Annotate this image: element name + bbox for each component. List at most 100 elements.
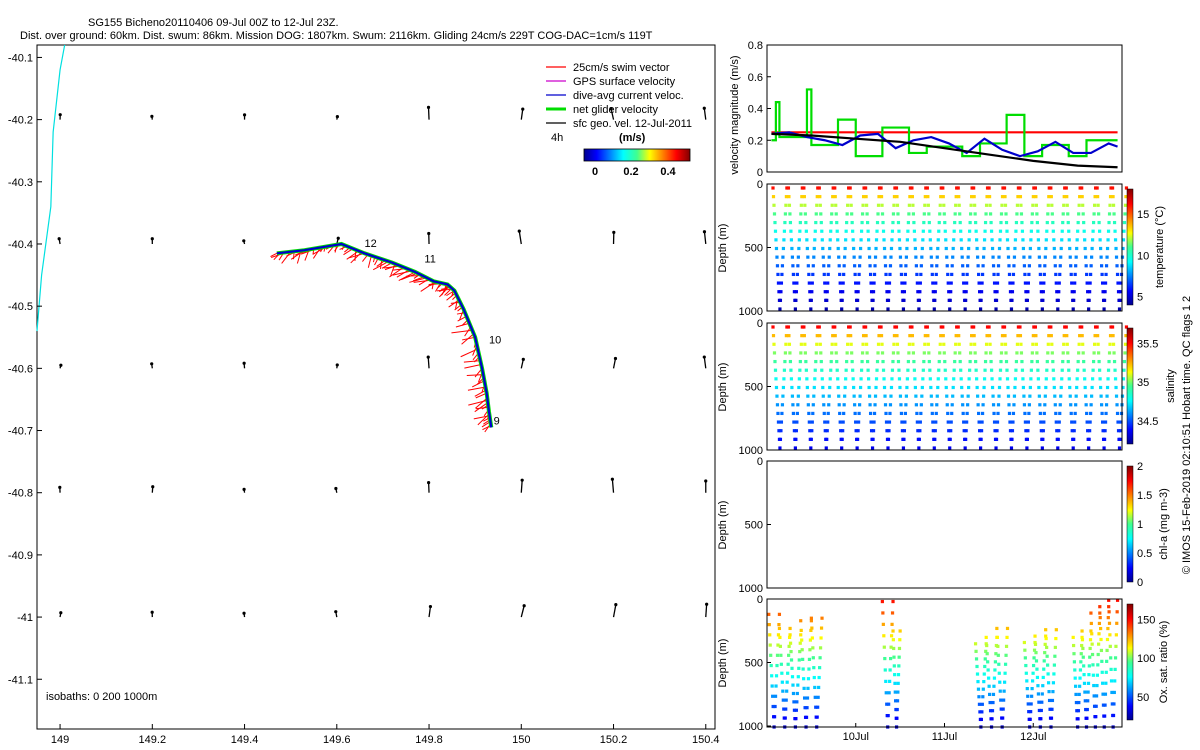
profile-point	[1089, 264, 1093, 268]
profile-point	[1068, 394, 1072, 398]
oxygen-point	[1046, 663, 1050, 667]
profile-point	[1052, 238, 1056, 242]
profile-point	[1106, 377, 1110, 381]
profile-point	[782, 238, 786, 242]
profile-point	[784, 334, 788, 338]
oxygen-point	[812, 675, 816, 680]
oxygen-point	[807, 657, 812, 661]
profile-point	[919, 403, 923, 407]
profile-point	[990, 377, 994, 381]
oxygen-point	[1003, 671, 1007, 675]
profile-point	[856, 437, 860, 441]
swim-vector	[473, 415, 490, 420]
oxygen-point	[777, 626, 782, 631]
profile-point	[1069, 264, 1073, 268]
profile-point	[1122, 220, 1127, 225]
legend-swim-label: 25cm/s swim vector	[573, 62, 670, 74]
profile-point	[1045, 359, 1049, 364]
profile-point	[874, 385, 878, 390]
oxygen-point	[1110, 690, 1114, 695]
profile-point	[857, 281, 861, 285]
profile-point	[969, 342, 973, 346]
profile-point	[1123, 351, 1127, 355]
profile-point	[828, 377, 832, 381]
profile-point	[820, 368, 824, 372]
profile-point	[886, 298, 891, 302]
profile-point	[962, 429, 966, 433]
profile-point	[966, 394, 970, 398]
profile-point	[837, 264, 841, 268]
profile-point	[1062, 195, 1066, 199]
profile-point	[1022, 264, 1027, 268]
profile-point	[844, 377, 848, 381]
profile-point	[864, 195, 868, 199]
oxygen-point	[803, 706, 807, 710]
profile-point	[905, 385, 909, 390]
profile-point	[1118, 429, 1123, 433]
oxygen-point	[816, 705, 820, 709]
profile-point	[912, 368, 916, 372]
profile-point	[927, 351, 931, 355]
oxygen-point	[785, 680, 789, 684]
profile-point	[961, 264, 965, 268]
profile-point	[1118, 298, 1122, 302]
profile-point	[949, 420, 953, 424]
oxygen-point	[896, 690, 900, 694]
profile-point	[1035, 359, 1039, 364]
profile-point	[826, 411, 830, 416]
profile-point	[1045, 368, 1049, 372]
profile-point	[876, 203, 881, 207]
profile-point	[989, 220, 993, 225]
oxygen-point	[797, 666, 801, 670]
profile-point	[1069, 411, 1073, 416]
oxygen-point	[777, 612, 782, 616]
geo-arrow-head	[242, 113, 247, 117]
profile-point	[1071, 446, 1075, 450]
profile-point	[943, 220, 947, 225]
oxygen-point	[1096, 663, 1100, 667]
profile-point	[795, 420, 799, 424]
oxygen-point	[788, 633, 792, 637]
oxygen-point	[800, 648, 804, 652]
oxygen-point	[1036, 692, 1041, 696]
profile-point	[786, 325, 791, 329]
geo-arrow-head	[704, 479, 708, 483]
profile-point	[953, 359, 957, 364]
oxygen-point	[1115, 610, 1119, 614]
profile-point	[974, 359, 978, 364]
oxygen-point	[1099, 648, 1104, 653]
oxygen-point	[1107, 598, 1111, 602]
profile-point	[963, 307, 967, 311]
profile-point	[1035, 212, 1039, 216]
profile-point	[781, 246, 786, 251]
profile-point	[830, 212, 834, 216]
profile-point	[953, 212, 957, 216]
profile-point	[819, 220, 823, 225]
profile-point	[807, 281, 811, 285]
profile-point	[786, 186, 791, 190]
profile-point	[867, 394, 872, 398]
profile-point	[934, 420, 938, 424]
profile-point	[1067, 368, 1071, 372]
profile-point	[1095, 325, 1099, 329]
profile-point	[1057, 420, 1061, 424]
profile-point	[853, 403, 857, 407]
profile-point	[1054, 281, 1058, 285]
profile-point	[1049, 195, 1053, 199]
profile-point	[840, 446, 844, 450]
profile-point	[797, 385, 801, 390]
profile-point	[1103, 281, 1108, 285]
profile-point	[780, 272, 784, 277]
profile-point	[1117, 307, 1122, 311]
profile-point	[1020, 229, 1025, 233]
profile-point	[827, 255, 831, 259]
oxygen-point	[1087, 664, 1091, 668]
profile-point	[783, 351, 788, 355]
profile-point	[1099, 264, 1104, 268]
oxygen-point	[1094, 704, 1098, 708]
profile-point	[1091, 238, 1095, 242]
profile-point	[879, 334, 884, 338]
profile-point	[1122, 368, 1126, 372]
